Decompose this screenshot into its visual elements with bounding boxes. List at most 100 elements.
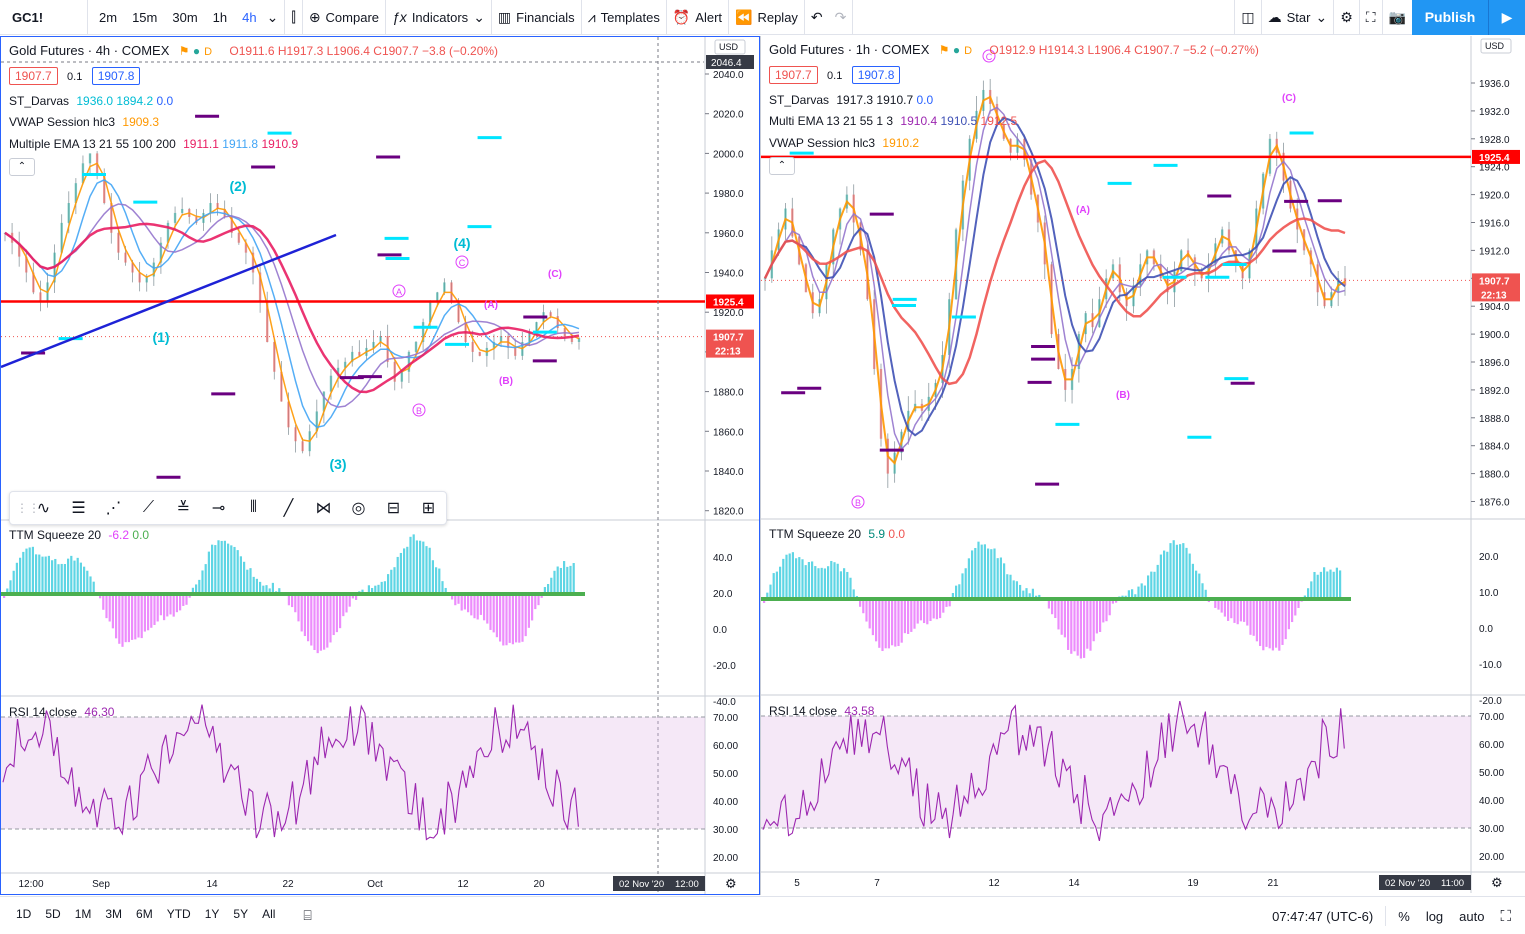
chevron-down-icon: ⌄ (473, 8, 485, 25)
drag-handle-icon[interactable]: ⋮⋮ (16, 501, 40, 515)
range-5y[interactable]: 5Y (233, 907, 249, 921)
chart-type-button[interactable]: ⫿ (285, 0, 303, 35)
fullscreen-button[interactable]: ⛶ (1358, 0, 1382, 35)
interval-4h[interactable]: 4h (242, 9, 257, 25)
symbol-search[interactable]: GC1! (0, 0, 88, 35)
right-chart-canvas[interactable]: 1936.01932.01928.01924.01920.01916.01912… (761, 36, 1525, 895)
replay-button[interactable]: ⏪ Replay (729, 0, 805, 35)
left-chart-title: Gold Futures · 4h · COMEX (9, 43, 170, 58)
publish-dropdown-button[interactable]: ▶ (1488, 0, 1525, 35)
range-all[interactable]: All (262, 907, 276, 921)
left-rsi-legend[interactable]: RSI 14 close 46.30 (9, 705, 114, 719)
interval-1h[interactable]: 1h (212, 9, 228, 25)
financials-button[interactable]: ▥ Financials (492, 0, 582, 35)
range-ytd[interactable]: YTD (166, 907, 191, 921)
right-rsi-legend[interactable]: RSI 14 close 43.58 (769, 704, 874, 718)
squeeze-histogram-bar (294, 594, 297, 613)
range-1m[interactable]: 1M (74, 907, 92, 921)
templates-button[interactable]: ⩘ Templates (582, 0, 667, 35)
squeeze-histogram-bar (1060, 599, 1063, 635)
range-1d[interactable]: 1D (16, 907, 32, 921)
interval-2m[interactable]: 2m (99, 9, 118, 25)
wave-label: (A) (484, 300, 498, 311)
left-indicator-darvas[interactable]: ST_Darvas 1936.0 1894.2 0.0 (9, 94, 173, 108)
squeeze-histogram-bar (89, 576, 92, 594)
squeeze-histogram-bar (1038, 594, 1041, 599)
interval-15m[interactable]: 15m (132, 9, 158, 25)
squeeze-histogram-bar (534, 594, 537, 610)
left-legend-collapse-button[interactable]: ⌃ (9, 158, 35, 176)
elliott-wave-icon[interactable]: ∿ (36, 500, 51, 517)
indicators-button[interactable]: ƒx Indicators ⌄ (386, 0, 492, 35)
range-6m[interactable]: 6M (136, 907, 153, 921)
trendline (1, 233, 337, 369)
elliott-impulse-icon[interactable]: ⋰ (105, 500, 122, 517)
log-toggle[interactable]: log (1425, 908, 1444, 924)
squeeze-histogram-bar (28, 547, 31, 594)
redo-icon: ↷ (834, 8, 847, 25)
alert-button[interactable]: ⏰ Alert (667, 0, 730, 35)
clock[interactable]: 07:47:47 (UTC-6) (1272, 908, 1374, 924)
squeeze-histogram-bar (900, 599, 903, 643)
camera-icon: 📷 (1388, 9, 1406, 25)
squeeze-histogram-bar (1284, 599, 1287, 640)
interval-30m[interactable]: 30m (172, 9, 198, 25)
fullscreen-corner-icon[interactable]: ⛶ (1500, 907, 1511, 925)
interval-group: 2m 15m 30m 1h 4h ⌄ (88, 0, 286, 35)
fib-retracement-icon[interactable]: ⊟ (386, 500, 401, 517)
left-bid-box[interactable]: 1907.7 (9, 67, 58, 85)
left-chart-panel[interactable]: 2040.0 2020.0 2000.0 1980.0 1960.0 1940.0 1920… (0, 36, 760, 895)
left-squeeze-legend[interactable]: TTM Squeeze 20 -6.2 0.0 (9, 528, 149, 542)
undo-button[interactable]: ↶ (805, 0, 829, 35)
right-ask-box[interactable]: 1907.8 (851, 66, 901, 84)
cursor-time-label: 11:00 (1441, 878, 1464, 889)
squeeze-histogram-bar (111, 594, 114, 629)
right-squeeze-legend[interactable]: TTM Squeeze 20 5.9 0.0 (769, 527, 905, 541)
redo-button[interactable]: ↷ (829, 0, 854, 35)
right-indicator-darvas[interactable]: ST_Darvas 1917.3 1910.7 0.0 (769, 93, 933, 107)
settings-button[interactable]: ⚙ (1333, 0, 1359, 35)
chevron-down-icon[interactable]: ⌄ (266, 8, 279, 25)
candle-body (351, 351, 354, 362)
layout-select-button[interactable]: ◫ (1234, 0, 1260, 35)
squeeze-histogram-bar (223, 540, 226, 594)
time-tick-label: Sep (92, 879, 110, 890)
horizontal-ray-icon[interactable]: ⊸ (211, 500, 226, 517)
range-3m[interactable]: 3M (105, 907, 123, 921)
candle-body (499, 336, 503, 342)
squeeze-histogram-bar (935, 599, 938, 620)
goto-date-button[interactable]: ⌸ (296, 907, 318, 924)
saved-layout-button[interactable]: ☁ Star ⌄ (1260, 0, 1334, 35)
snapshot-button[interactable]: 📷 (1381, 0, 1412, 35)
gann-icon[interactable]: ⊞ (421, 500, 436, 517)
range-5d[interactable]: 5D (45, 907, 61, 921)
indicator-name: VWAP Session hlc3 (769, 136, 876, 150)
right-chart-panel[interactable]: 1936.0 1932.0 1928.0 1924.0 1920.0 1916.0 1912… (760, 36, 1525, 895)
left-indicator-vwap[interactable]: VWAP Session hlc3 1909.3 (9, 115, 159, 129)
parallel-lines-icon[interactable]: ☰ (71, 500, 86, 517)
auto-toggle[interactable]: auto (1459, 908, 1485, 924)
trendline-icon[interactable]: ⟋ (142, 499, 155, 516)
spiral-icon[interactable]: ◎ (351, 500, 366, 517)
pattern-icon[interactable]: ⋈ (315, 500, 332, 517)
vertical-lines-icon[interactable]: ⫴ (250, 499, 257, 516)
percent-toggle[interactable]: % (1398, 908, 1410, 924)
fib-channel-icon[interactable]: ≚ (176, 500, 191, 517)
left-indicator-ema[interactable]: Multiple EMA 13 21 55 100 200 1911.1 191… (9, 137, 298, 151)
squeeze-histogram-bar (476, 594, 479, 620)
range-1y[interactable]: 1Y (204, 907, 220, 921)
publish-button[interactable]: Publish (1412, 0, 1488, 35)
compare-button[interactable]: ⊕ Compare (303, 0, 387, 35)
right-bid-box[interactable]: 1907.7 (769, 66, 818, 84)
left-ask-box[interactable]: 1907.8 (91, 67, 141, 85)
squeeze-histogram-bar (987, 548, 990, 599)
line-icon[interactable]: ╱ (283, 500, 294, 517)
rsi-tick-label: 50.00 (1479, 768, 1504, 779)
squeeze-histogram-bar (351, 594, 354, 599)
right-indicator-vwap[interactable]: VWAP Session hlc3 1910.2 (769, 136, 919, 150)
left-chart-canvas[interactable]: 2040.02020.02000.01980.01960.01940.01920… (1, 37, 759, 894)
right-indicator-ema[interactable]: Multi EMA 13 21 55 1 3 1910.4 1910.5 191… (769, 114, 1017, 128)
right-legend-collapse-button[interactable]: ⌃ (769, 157, 795, 175)
squeeze-histogram-bar (207, 551, 210, 594)
candle-body (39, 292, 42, 303)
